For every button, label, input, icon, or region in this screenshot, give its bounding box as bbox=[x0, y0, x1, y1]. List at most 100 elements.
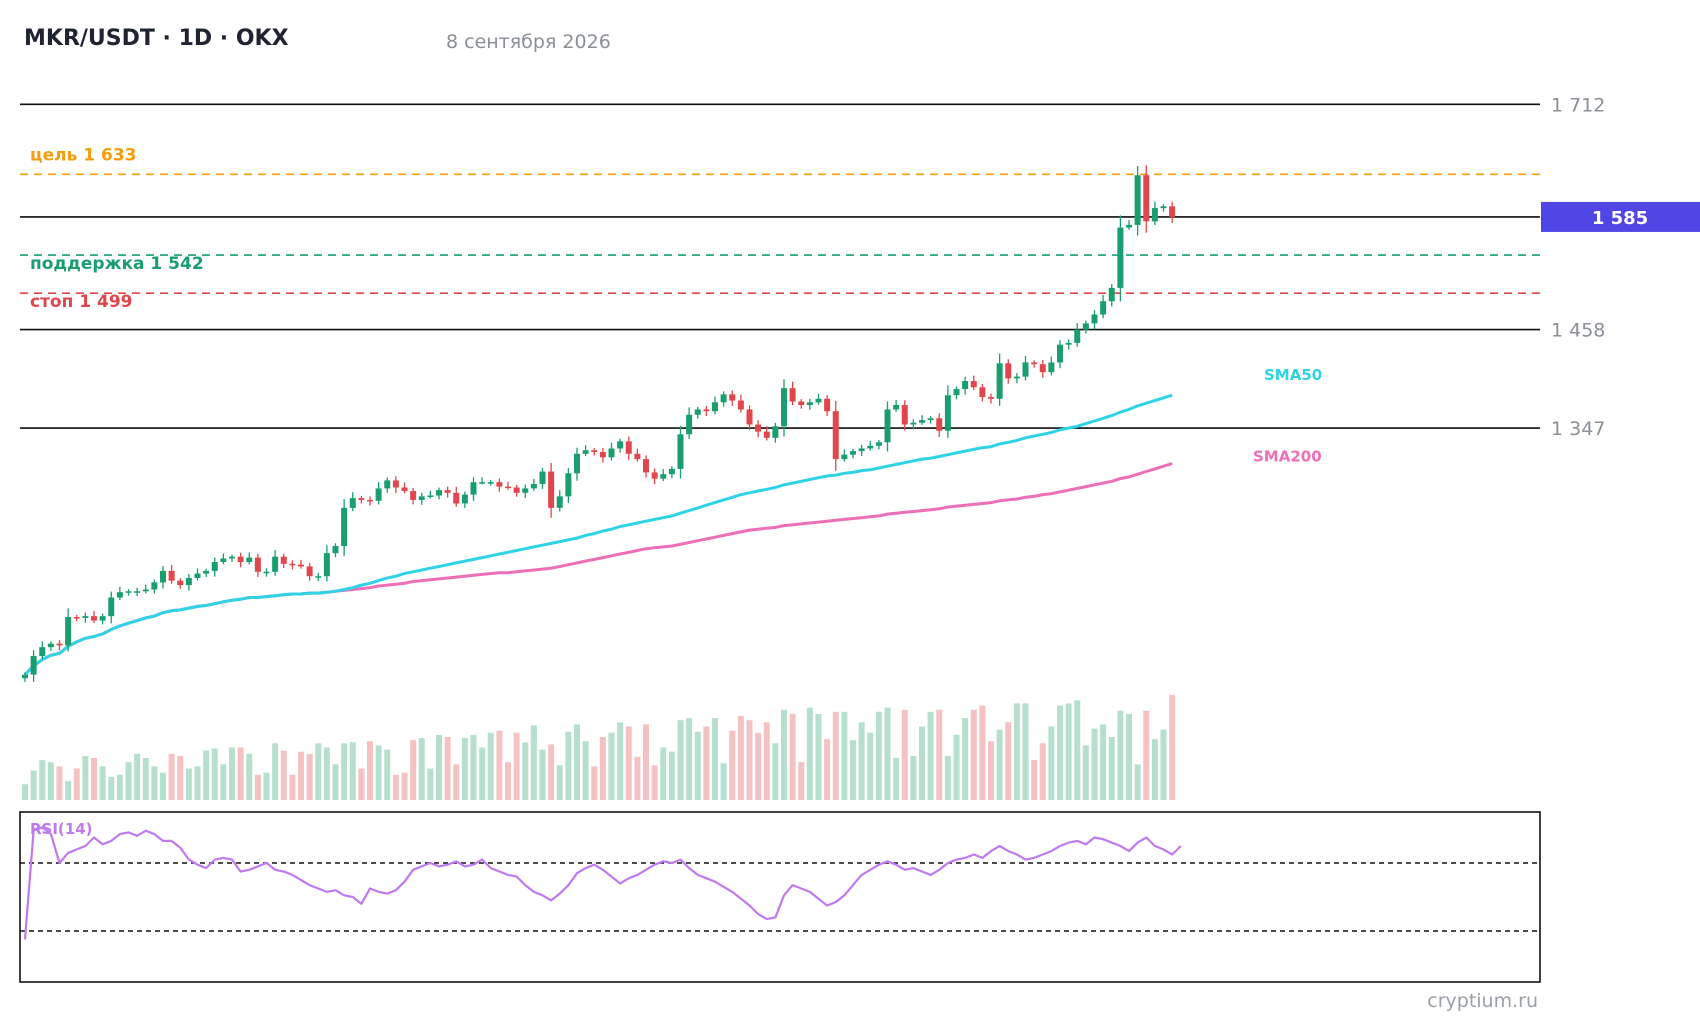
volume-bar bbox=[22, 784, 28, 800]
candle-down bbox=[168, 570, 175, 581]
volume-bar bbox=[91, 758, 97, 800]
volume-bar bbox=[1065, 703, 1072, 800]
candle-down bbox=[513, 487, 520, 493]
candle-up bbox=[479, 482, 486, 484]
candle-down bbox=[970, 381, 977, 388]
volume-bar bbox=[789, 713, 796, 800]
volume-bar bbox=[988, 741, 994, 800]
candle-up bbox=[1126, 224, 1132, 228]
volume-bar bbox=[910, 755, 917, 800]
candle-up bbox=[944, 395, 951, 431]
candle-up bbox=[160, 570, 166, 583]
candle-up bbox=[858, 448, 865, 452]
candle-up bbox=[384, 480, 391, 489]
volume-bar bbox=[1031, 760, 1038, 800]
volume-bar bbox=[522, 742, 529, 800]
volume-bar bbox=[177, 755, 184, 800]
volume-bar bbox=[815, 713, 822, 800]
volume-bar bbox=[858, 722, 865, 800]
candle-down bbox=[755, 424, 762, 432]
volume-bar bbox=[1100, 724, 1107, 800]
candle-up bbox=[608, 448, 615, 458]
volume-bar bbox=[289, 774, 296, 800]
candle-up bbox=[815, 398, 822, 403]
candle-up bbox=[341, 507, 348, 547]
candle-up bbox=[953, 389, 960, 396]
candle-up bbox=[530, 483, 537, 489]
volume-bar bbox=[737, 716, 744, 800]
candle-up bbox=[677, 434, 684, 469]
volume-bar bbox=[323, 747, 330, 800]
candle-down bbox=[298, 564, 304, 567]
volume-bar bbox=[530, 725, 537, 800]
volume-bar bbox=[746, 720, 753, 800]
current-price-label: 1 585 bbox=[1592, 208, 1648, 229]
volume-bar bbox=[944, 755, 951, 800]
candle-up bbox=[185, 577, 192, 586]
candle-down bbox=[798, 401, 805, 405]
volume-bar bbox=[763, 722, 770, 800]
candle-down bbox=[1039, 364, 1046, 373]
candle-up bbox=[315, 576, 322, 578]
volume-bar bbox=[142, 758, 149, 800]
candle-up bbox=[582, 450, 589, 454]
volume-bar bbox=[1057, 705, 1063, 800]
candle-up bbox=[47, 643, 54, 648]
candle-up bbox=[841, 454, 848, 460]
volume-bar bbox=[151, 766, 158, 800]
candle-up bbox=[867, 445, 874, 449]
candle-down bbox=[737, 400, 744, 410]
chart-date: 8 сентября 2026 bbox=[446, 31, 611, 53]
volume-bar bbox=[410, 740, 417, 800]
current-price-badge bbox=[1541, 201, 1700, 232]
volume-bar bbox=[341, 743, 348, 800]
candle-up bbox=[910, 422, 917, 425]
candle-down bbox=[453, 492, 460, 504]
candle-up bbox=[1151, 208, 1158, 222]
candle-up bbox=[436, 490, 442, 496]
volume-bar bbox=[349, 742, 356, 800]
volume-bar bbox=[65, 781, 72, 800]
volume-bar bbox=[548, 744, 555, 800]
candle-up bbox=[875, 442, 882, 446]
volume-bar bbox=[867, 732, 874, 800]
volume-bar bbox=[703, 726, 710, 800]
volume-bar bbox=[608, 732, 615, 800]
candle-down bbox=[1143, 175, 1150, 222]
volume-bar bbox=[453, 764, 460, 800]
candle-down bbox=[988, 397, 994, 399]
volume-bar bbox=[755, 732, 762, 800]
volume-bar bbox=[30, 770, 37, 800]
candle-down bbox=[1031, 362, 1038, 365]
candle-up bbox=[720, 394, 727, 403]
volume-bar bbox=[625, 726, 632, 800]
volume-bar bbox=[185, 768, 192, 800]
candle-up bbox=[263, 571, 270, 574]
volume-bar bbox=[781, 709, 787, 800]
candle-down bbox=[254, 557, 261, 572]
candle-down bbox=[444, 490, 451, 493]
volume-bar bbox=[461, 738, 468, 800]
volume-bar bbox=[582, 741, 589, 800]
volume-bar bbox=[1134, 764, 1141, 800]
volume-bar bbox=[1160, 729, 1167, 800]
volume-bar bbox=[617, 722, 624, 800]
volume-bar bbox=[358, 768, 365, 800]
volume-bar bbox=[513, 732, 520, 800]
candle-up bbox=[470, 482, 477, 495]
candle-up bbox=[375, 488, 382, 501]
candle-down bbox=[392, 480, 399, 488]
candle-up bbox=[919, 420, 925, 423]
candle-up bbox=[211, 562, 218, 571]
volume-bar bbox=[1126, 713, 1132, 800]
volume-bar bbox=[634, 756, 641, 800]
volume-bar bbox=[850, 740, 856, 800]
candle-down bbox=[410, 491, 417, 500]
volume-bar bbox=[427, 768, 434, 800]
volume-bar bbox=[280, 750, 287, 800]
volume-bar bbox=[901, 709, 908, 800]
volume-bar bbox=[824, 739, 831, 800]
candle-up bbox=[487, 482, 494, 484]
candle-up bbox=[1117, 227, 1124, 288]
volume-bar bbox=[375, 745, 382, 800]
